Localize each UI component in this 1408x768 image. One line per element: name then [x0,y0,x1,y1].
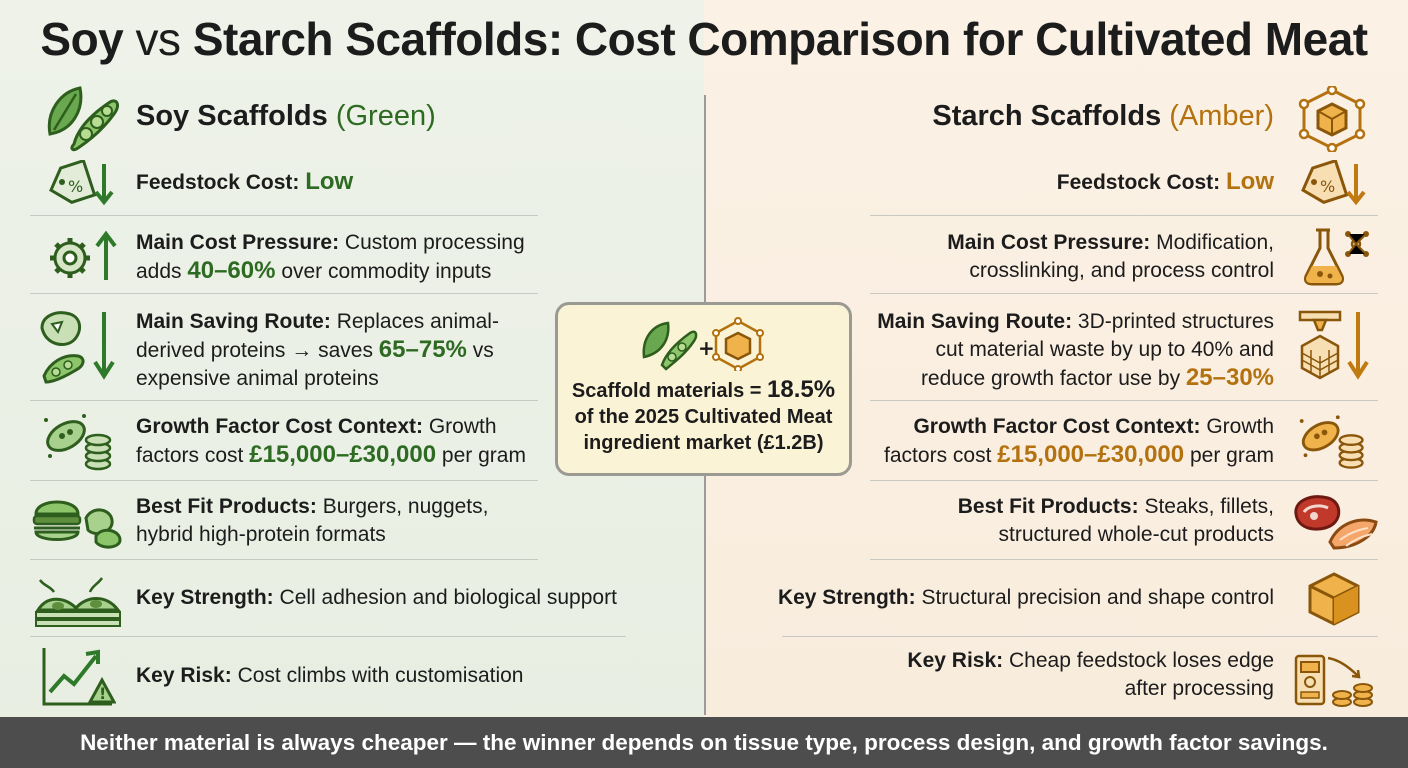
soy-strength-row: Key Strength: Cell adhesion and biologic… [136,586,617,609]
footer-summary: Neither material is always cheaper — the… [0,717,1408,768]
cube-icon [1308,572,1360,626]
svg-text:%: % [68,177,83,196]
separator [870,215,1378,216]
soybean-leaf-icon [47,86,119,152]
soy-plus-lattice-icon: + [642,317,764,371]
soy-feedstock-row: Feedstock Cost: Low [136,168,354,195]
separator [30,559,538,560]
flask-molecule-icon [1304,228,1369,286]
starch-growth-row: Growth Factor Cost Context: Growth facto… [884,415,1274,468]
title-soy: Soy [40,13,124,65]
cell-coins-icon [44,414,112,471]
price-tag-down-icon: % [1301,160,1366,206]
process-coins-icon [1294,654,1373,707]
page-title: Soy vs Starch Scaffolds: Cost Comparison… [0,12,1408,66]
separator [30,400,538,401]
starch-heading: Starch Scaffolds (Amber) [932,100,1274,132]
separator [782,636,1378,637]
title-vs: vs [135,13,182,65]
steak-fillet-icon [1294,495,1378,550]
starch-strength-row: Key Strength: Structural precision and s… [777,586,1274,609]
separator [30,293,538,294]
scaffold-market-callout: + Scaffold materials = 18.5% of the 2025… [555,302,852,476]
separator [30,215,538,216]
cell-coins-icon [1299,415,1364,469]
soy-risk-row: Key Risk: Cost climbs with customisation [136,664,524,687]
svg-text:+: + [698,336,715,360]
soy-fit-row: Best Fit Products: Burgers, nuggets, hyb… [136,495,489,546]
svg-text:!: ! [99,684,106,703]
lattice-cube-icon [1298,86,1366,152]
starch-fit-row: Best Fit Products: Steaks, fillets, stru… [957,495,1274,546]
burger-nuggets-icon [32,500,122,549]
3d-printer-down-icon [1298,310,1369,380]
starch-feedstock-row: Feedstock Cost: Low [1056,168,1274,195]
title-rest: Starch Scaffolds: Cost Comparison for Cu… [192,13,1368,65]
meat-to-soy-icon [40,311,115,384]
soy-heading: Soy Scaffolds (Green) [136,100,436,132]
starch-risk-row: Key Risk: Cheap feedstock loses edge aft… [907,649,1274,700]
separator [870,480,1378,481]
price-tag-down-icon: % [49,160,114,206]
soy-pressure-row: Main Cost Pressure: Custom processing ad… [136,231,525,284]
soy-saving-row: Main Saving Route: Replaces animal- deri… [136,310,499,390]
rising-chart-warning-icon: ! [42,648,116,706]
separator [870,400,1378,401]
separator [870,559,1378,560]
cell-adhesion-icon [35,577,122,627]
starch-pressure-row: Main Cost Pressure: Modification, crossl… [947,231,1274,282]
scaffold-market-text: Scaffold materials = 18.5% of the 2025 C… [571,376,836,455]
separator [870,293,1378,294]
soy-growth-row: Growth Factor Cost Context: Growth facto… [136,415,526,468]
svg-text:%: % [1320,177,1335,196]
separator [30,480,538,481]
separator [30,636,626,637]
gear-up-icon [50,230,117,280]
starch-saving-row: Main Saving Route: 3D-printed structures… [877,310,1274,391]
